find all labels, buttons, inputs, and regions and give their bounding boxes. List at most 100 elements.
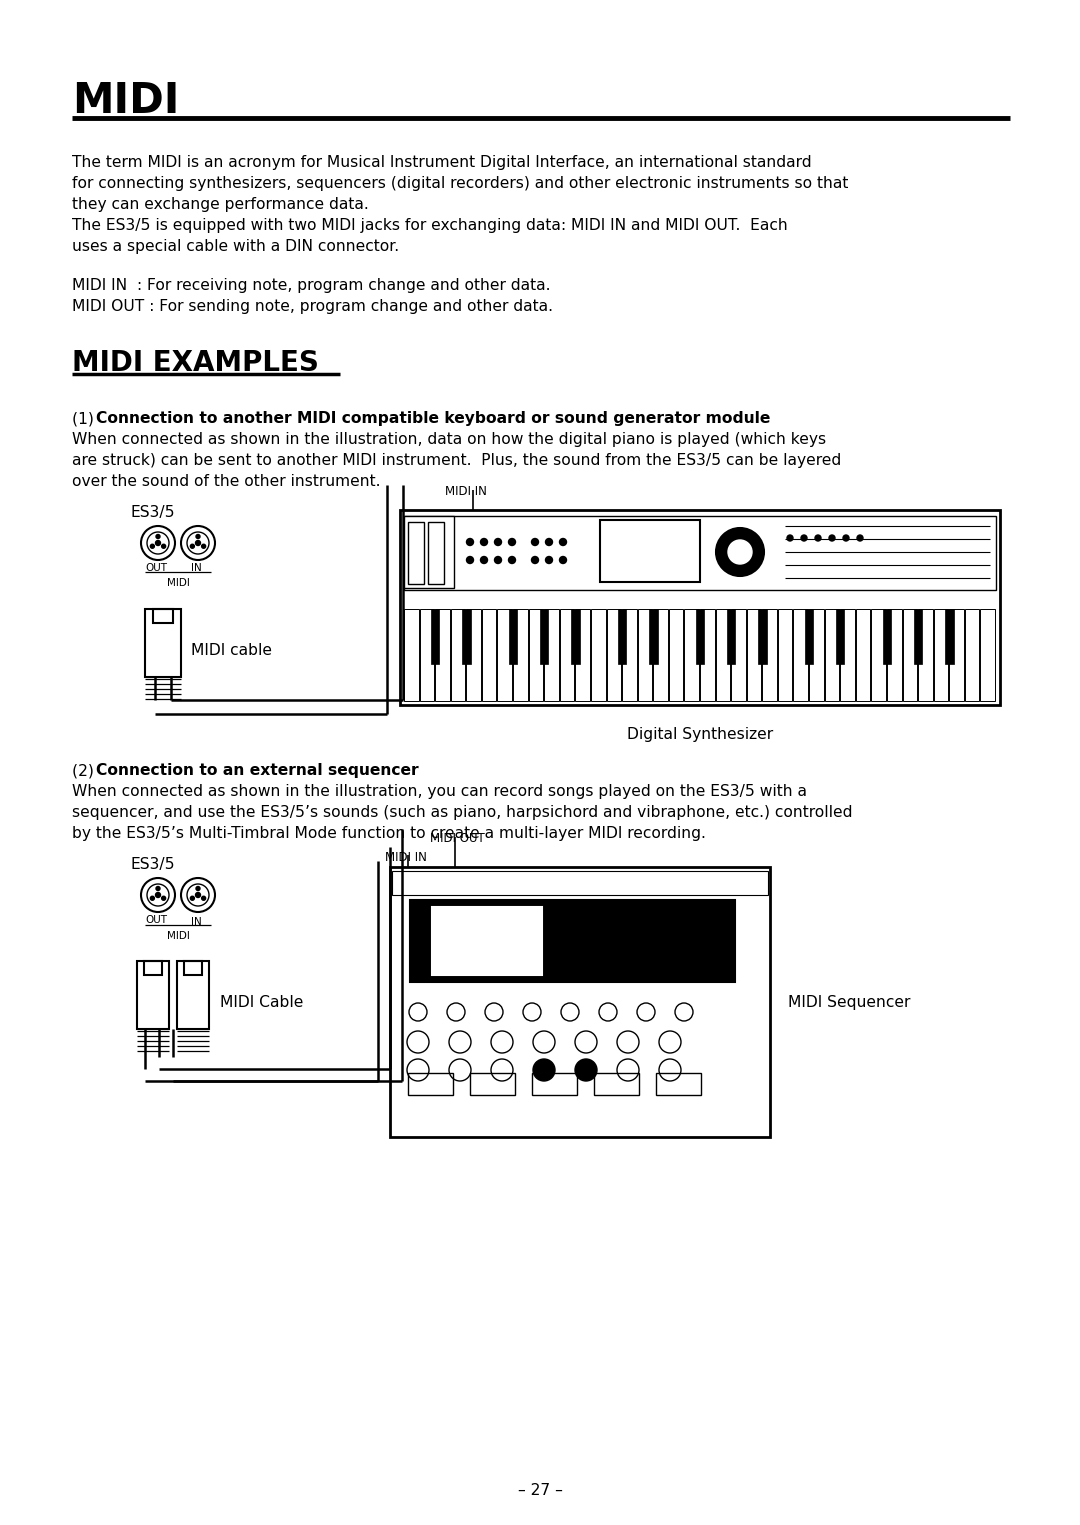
Bar: [685, 608, 699, 702]
Circle shape: [162, 897, 165, 900]
Circle shape: [467, 538, 473, 546]
Circle shape: [545, 557, 553, 564]
Bar: [653, 608, 667, 702]
Bar: [450, 608, 465, 702]
Circle shape: [728, 540, 752, 564]
Text: IN: IN: [191, 563, 202, 573]
Bar: [600, 520, 700, 583]
Bar: [607, 608, 621, 702]
Bar: [144, 961, 162, 974]
Bar: [419, 608, 434, 702]
Text: IN: IN: [191, 917, 202, 927]
Bar: [498, 608, 512, 702]
Circle shape: [156, 534, 160, 538]
Bar: [825, 608, 839, 702]
Circle shape: [156, 540, 161, 546]
Text: – 27 –: – 27 –: [517, 1482, 563, 1498]
Text: ES3/5: ES3/5: [130, 505, 175, 520]
Bar: [432, 907, 542, 974]
Circle shape: [559, 538, 567, 546]
Circle shape: [829, 535, 835, 541]
Circle shape: [195, 540, 201, 546]
Bar: [945, 608, 954, 665]
Text: (2): (2): [72, 762, 98, 778]
Bar: [934, 608, 948, 702]
Bar: [428, 522, 444, 584]
Circle shape: [202, 897, 205, 900]
Circle shape: [495, 557, 501, 564]
Text: The ES3/5 is equipped with two MIDI jacks for exchanging data: MIDI IN and MIDI : The ES3/5 is equipped with two MIDI jack…: [72, 218, 787, 233]
Circle shape: [467, 557, 473, 564]
Bar: [622, 608, 637, 702]
Bar: [981, 608, 995, 702]
Bar: [700, 608, 715, 702]
Text: The term MIDI is an acronym for Musical Instrument Digital Interface, an interna: The term MIDI is an acronym for Musical …: [72, 156, 812, 169]
Circle shape: [495, 538, 501, 546]
Bar: [758, 608, 767, 665]
Circle shape: [575, 1058, 597, 1081]
Circle shape: [150, 544, 154, 549]
Bar: [408, 522, 424, 584]
Circle shape: [559, 557, 567, 564]
Bar: [872, 608, 886, 702]
Text: MIDI OUT : For sending note, program change and other data.: MIDI OUT : For sending note, program cha…: [72, 299, 553, 314]
Circle shape: [162, 544, 165, 549]
Bar: [716, 608, 730, 702]
Circle shape: [531, 557, 539, 564]
Bar: [462, 608, 471, 665]
Circle shape: [787, 535, 793, 541]
Bar: [528, 608, 543, 702]
Bar: [903, 608, 917, 702]
Bar: [887, 608, 902, 702]
Bar: [482, 608, 497, 702]
Text: MIDI IN  : For receiving note, program change and other data.: MIDI IN : For receiving note, program ch…: [72, 278, 551, 293]
Circle shape: [481, 557, 487, 564]
Circle shape: [481, 538, 487, 546]
Bar: [392, 871, 768, 895]
Circle shape: [534, 1058, 555, 1081]
Text: OUT: OUT: [145, 915, 167, 926]
Bar: [571, 608, 580, 665]
Text: MIDI: MIDI: [166, 930, 189, 941]
Circle shape: [815, 535, 821, 541]
Circle shape: [202, 544, 205, 549]
Bar: [184, 961, 202, 974]
Bar: [435, 608, 449, 702]
Text: MIDI EXAMPLES: MIDI EXAMPLES: [72, 349, 319, 377]
Circle shape: [509, 557, 515, 564]
Bar: [855, 608, 870, 702]
Circle shape: [195, 534, 200, 538]
Bar: [153, 608, 173, 624]
Bar: [470, 1074, 515, 1095]
Bar: [964, 608, 980, 702]
Text: MIDI: MIDI: [72, 79, 179, 122]
Bar: [404, 515, 996, 590]
Bar: [918, 608, 933, 702]
Circle shape: [509, 538, 515, 546]
Bar: [509, 608, 517, 665]
Bar: [637, 608, 652, 702]
Text: When connected as shown in the illustration, data on how the digital piano is pl: When connected as shown in the illustrat…: [72, 432, 826, 447]
Circle shape: [190, 544, 194, 549]
Bar: [145, 608, 181, 677]
Bar: [809, 608, 824, 702]
Circle shape: [801, 535, 807, 541]
Bar: [794, 608, 808, 702]
Bar: [540, 608, 549, 665]
Bar: [669, 608, 684, 702]
Text: When connected as shown in the illustration, you can record songs played on the : When connected as shown in the illustrat…: [72, 784, 807, 799]
Bar: [532, 1074, 577, 1095]
Circle shape: [545, 538, 553, 546]
Bar: [594, 1074, 639, 1095]
Bar: [649, 608, 658, 665]
Bar: [696, 608, 704, 665]
Text: MIDI OUT: MIDI OUT: [430, 833, 485, 845]
Bar: [762, 608, 777, 702]
Bar: [404, 608, 419, 702]
Bar: [914, 608, 922, 665]
Text: over the sound of the other instrument.: over the sound of the other instrument.: [72, 474, 380, 490]
Bar: [408, 1074, 453, 1095]
Bar: [559, 608, 575, 702]
Bar: [836, 608, 845, 665]
Circle shape: [195, 886, 200, 891]
